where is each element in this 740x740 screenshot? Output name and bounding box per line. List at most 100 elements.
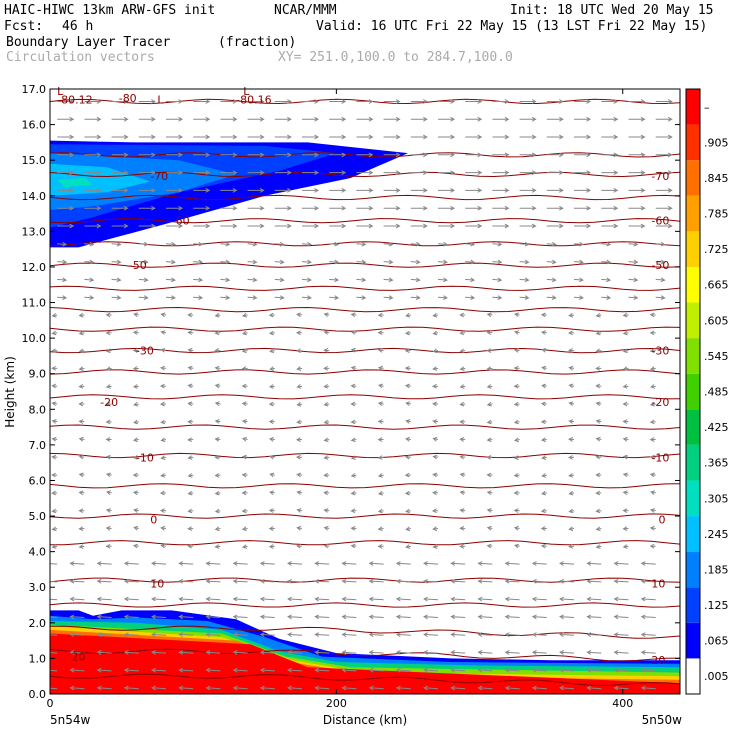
- isotherm-label: L: [57, 85, 64, 98]
- isotherm-label: 10: [150, 578, 164, 591]
- circulation-vector: [268, 437, 275, 442]
- circulation-vector: [383, 259, 394, 265]
- circulation-vector: [133, 525, 139, 531]
- circulation-vector: [268, 330, 275, 336]
- circulation-vector: [159, 490, 167, 496]
- circulation-vector: [123, 685, 139, 691]
- circulation-vector: [193, 170, 211, 176]
- isotherm-label: -50: [129, 259, 147, 272]
- colorbar-swatch: [686, 302, 700, 339]
- circulation-vector: [132, 490, 139, 496]
- circulation-vector: [492, 152, 510, 158]
- circulation-vector: [613, 596, 629, 602]
- circulation-vector: [356, 223, 374, 229]
- circulation-vector: [568, 348, 575, 353]
- circulation-vector: [247, 223, 265, 229]
- circulation-vector: [477, 650, 493, 655]
- circulation-vector: [410, 223, 428, 229]
- circulation-vector: [531, 632, 547, 638]
- colorbar-swatch: [686, 338, 700, 374]
- isotherm-line: [50, 347, 680, 354]
- circulation-vector: [138, 241, 149, 247]
- circulation-vector: [296, 525, 303, 531]
- circulation-vector: [437, 241, 448, 247]
- circulation-vector: [241, 348, 248, 354]
- circulation-vector: [105, 366, 112, 371]
- circulation-vector: [410, 295, 421, 300]
- circulation-vector: [220, 259, 231, 265]
- circulation-vector: [301, 259, 312, 265]
- circulation-vector: [465, 99, 483, 104]
- y-tick-label: 8.0: [29, 403, 47, 416]
- circulation-vector: [465, 188, 483, 193]
- isotherm-line: [50, 262, 680, 268]
- circulation-vector: [133, 312, 139, 317]
- colorbar-swatch: [686, 658, 700, 694]
- isotherm-line: [50, 673, 680, 686]
- circulation-vector: [78, 366, 85, 371]
- circulation-vector: [595, 490, 602, 496]
- isotherm-label: -80.12: [57, 94, 92, 107]
- circulation-vector: [51, 472, 58, 478]
- circulation-vector: [178, 561, 194, 566]
- circulation-vector: [193, 134, 211, 140]
- circulation-vector: [504, 561, 520, 566]
- circulation-vector: [513, 472, 520, 478]
- circulation-vector: [628, 205, 646, 211]
- circulation-vector: [84, 188, 102, 193]
- circulation-vector: [477, 632, 493, 638]
- circulation-vector: [574, 205, 592, 211]
- circulation-vector: [302, 99, 320, 104]
- circulation-vector: [159, 508, 167, 514]
- circulation-vector: [57, 152, 75, 158]
- circulation-vector: [187, 401, 194, 407]
- circulation-vector: [51, 454, 58, 460]
- circulation-vector: [465, 170, 483, 176]
- circulation-vector: [377, 401, 384, 406]
- circulation-vector: [165, 259, 176, 265]
- circulation-vector: [377, 365, 384, 371]
- circulation-vector: [205, 578, 221, 584]
- circulation-vector: [205, 596, 221, 602]
- circulation-vector: [356, 259, 367, 265]
- circulation-vector: [187, 508, 194, 514]
- colorbar-swatch: [686, 266, 700, 303]
- circulation-vector: [405, 526, 411, 532]
- circulation-vector: [96, 596, 112, 602]
- circulation-vector: [356, 134, 374, 140]
- circulation-vector: [438, 116, 456, 122]
- circulation-vector: [220, 116, 238, 122]
- circulation-vector: [423, 578, 439, 584]
- circulation-vector: [151, 561, 167, 566]
- circulation-vector: [138, 116, 156, 122]
- circulation-vector: [323, 312, 330, 317]
- circulation-vector: [573, 241, 584, 247]
- circulation-vector: [350, 383, 357, 389]
- colorbar-label: .545: [704, 350, 729, 363]
- circulation-vector: [486, 312, 493, 318]
- circulation-vector: [151, 650, 167, 655]
- colorbar-label: .785: [704, 208, 729, 221]
- circulation-vector: [519, 170, 537, 176]
- circulation-vector: [492, 170, 510, 176]
- circulation-vector: [546, 223, 564, 229]
- isotherm-line: [50, 218, 680, 224]
- circulation-vector: [187, 437, 194, 443]
- circulation-vector: [132, 543, 139, 549]
- circulation-vector: [57, 241, 68, 247]
- circulation-vector: [220, 295, 231, 300]
- circulation-vector: [519, 188, 537, 193]
- field-units: (fraction): [218, 35, 297, 50]
- circulation-vector: [410, 188, 428, 193]
- circulation-vector: [187, 490, 194, 496]
- circulation-vector: [232, 596, 248, 602]
- circulation-vector: [540, 437, 547, 443]
- circulation-vector: [269, 366, 275, 371]
- colorbar-swatch: [686, 551, 700, 588]
- isotherm-label: -20: [651, 396, 669, 409]
- isotherm-label: -60: [172, 215, 190, 228]
- circulation-vector: [383, 188, 401, 193]
- circulation-vector: [601, 116, 619, 122]
- colorbar-label: .605: [704, 314, 729, 327]
- circulation-vector: [377, 383, 384, 389]
